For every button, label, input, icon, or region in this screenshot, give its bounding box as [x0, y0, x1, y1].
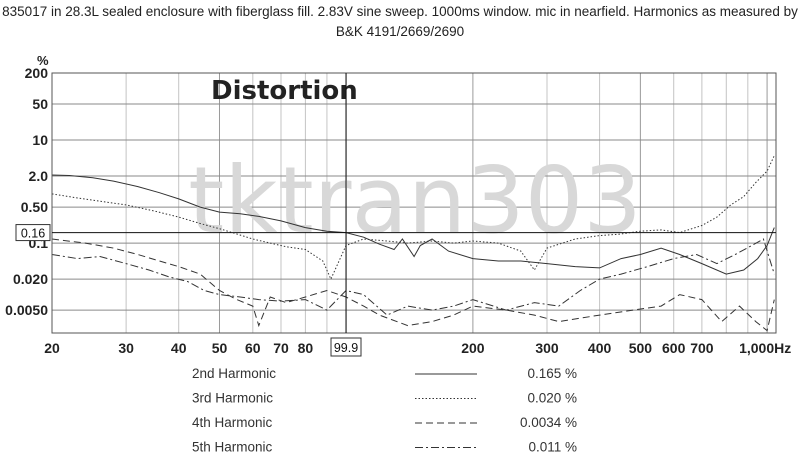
y-tick-label: 200	[25, 65, 49, 81]
x-tick-label: 20	[44, 340, 60, 356]
y-tick-label: 2.0	[29, 168, 49, 184]
x-tick-label: 30	[118, 340, 134, 356]
x-tick-label: 50	[212, 340, 228, 356]
y-axis-unit: %	[37, 53, 49, 68]
x-tick-label: 300	[535, 340, 559, 356]
y-tick-label: 0.0050	[5, 302, 48, 318]
x-tick-label: 700	[690, 340, 714, 356]
y-tick-label: 0.50	[21, 199, 48, 215]
legend-label: 2nd Harmonic	[192, 366, 276, 381]
x-tick-label: 600	[662, 340, 686, 356]
series-line-3rd-harmonic	[51, 155, 775, 281]
cursor-y-readout-box	[15, 224, 51, 242]
legend-value: 0.0034 %	[520, 415, 577, 430]
cursor-y-readout: 0.16	[21, 227, 45, 241]
x-tick-label: 500	[629, 340, 653, 356]
legend-label: 5th Harmonic	[192, 440, 273, 455]
series-lines	[51, 155, 775, 332]
x-tick-label: 70	[273, 340, 289, 356]
x-tick-label: 60	[245, 340, 261, 356]
y-tick-label: 50	[32, 96, 48, 112]
cursor[interactable]: 0.16 99.9	[15, 73, 776, 357]
chart-title: 835017 in 28.3L sealed enclosure with fi…	[2, 4, 798, 39]
legend-label: 3rd Harmonic	[192, 391, 273, 406]
legend-value: 0.020 %	[527, 391, 577, 406]
legend-label: 4th Harmonic	[192, 415, 273, 430]
legend-value: 0.165 %	[527, 366, 577, 381]
x-tick-label: 400	[588, 340, 612, 356]
series-line-2nd-harmonic	[51, 174, 775, 275]
series-line-4th-harmonic	[51, 238, 775, 332]
x-tick-label: 200	[461, 340, 485, 356]
cursor-x-readout-box	[330, 337, 362, 357]
x-tick-label: 40	[171, 340, 187, 356]
cursor-x-readout: 99.9	[334, 341, 358, 355]
y-tick-label: 0.020	[13, 271, 48, 287]
plot-frame	[51, 72, 777, 334]
x-axis-ticks: 20 30 40 50 60 70 80 200 300 400 500 600 700 1,000Hz	[44, 340, 791, 356]
watermark-text: tktran303	[188, 147, 642, 254]
x-tick-label: 1,000Hz	[739, 340, 791, 356]
y-tick-label: 10	[32, 132, 48, 148]
legend: 2nd Harmonic 0.165 % 3rd Harmonic 0.020 % 4t…	[192, 366, 577, 455]
series-line-5th-harmonic	[51, 238, 775, 316]
legend-value: 0.011 %	[528, 440, 577, 455]
overlay-label: Distortion	[211, 76, 358, 106]
x-tick-label: 80	[298, 340, 314, 356]
